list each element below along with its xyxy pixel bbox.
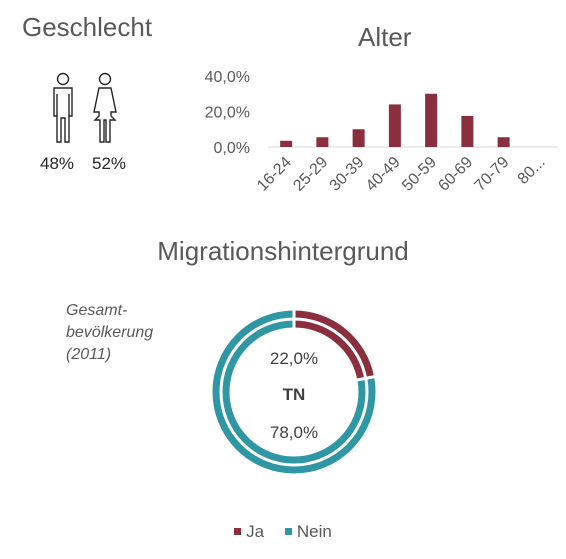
age-bar (425, 93, 438, 147)
age-bar (497, 137, 510, 147)
y-tick-label: 40,0% (205, 69, 250, 86)
age-bar (388, 104, 401, 147)
age-bar (352, 129, 365, 147)
legend-swatch-nein (284, 528, 292, 535)
legend-item-nein: Nein (284, 521, 332, 542)
legend-swatch-ja (234, 528, 242, 535)
chart-legend: Ja Nein (0, 520, 566, 542)
y-tick-label: 20,0% (205, 105, 250, 122)
gender-title: Geschlecht (22, 12, 153, 42)
outer-ring-label-line: Gesamt- (66, 302, 128, 319)
donut-center-label: TN (283, 385, 306, 404)
age-bar (280, 140, 293, 147)
migration-donut-chart: 22,0% TN 78,0% (212, 310, 379, 474)
donut-value-ja: 22,0% (270, 349, 318, 368)
male-percentage: 48% (40, 154, 75, 173)
y-tick-label: 0,0% (214, 140, 250, 157)
legend-label-nein: Nein (296, 521, 332, 541)
female-percentage: 52% (92, 154, 127, 173)
age-bar (316, 137, 329, 147)
age-bar-chart: 0,0%20,0%40,0%16-2425-2930-3940-4950-596… (205, 69, 558, 195)
age-bar (461, 115, 474, 147)
outer-ring-label: Gesamt-bevölkerung (2011) (66, 300, 206, 366)
donut-value-nein: 78,0% (270, 423, 318, 442)
outer-ring-label-line: bevölkerung (66, 324, 154, 341)
female-icon (93, 72, 117, 143)
outer-ring-label-line: (2011) (66, 346, 112, 363)
age-chart-title: Alter (358, 22, 412, 52)
male-icon (53, 72, 73, 143)
legend-item-ja: Ja (234, 522, 264, 542)
legend-label-ja: Ja (246, 521, 265, 541)
migration-chart-title: Migrationshintergrund (157, 236, 409, 266)
donut-separator (352, 374, 379, 383)
